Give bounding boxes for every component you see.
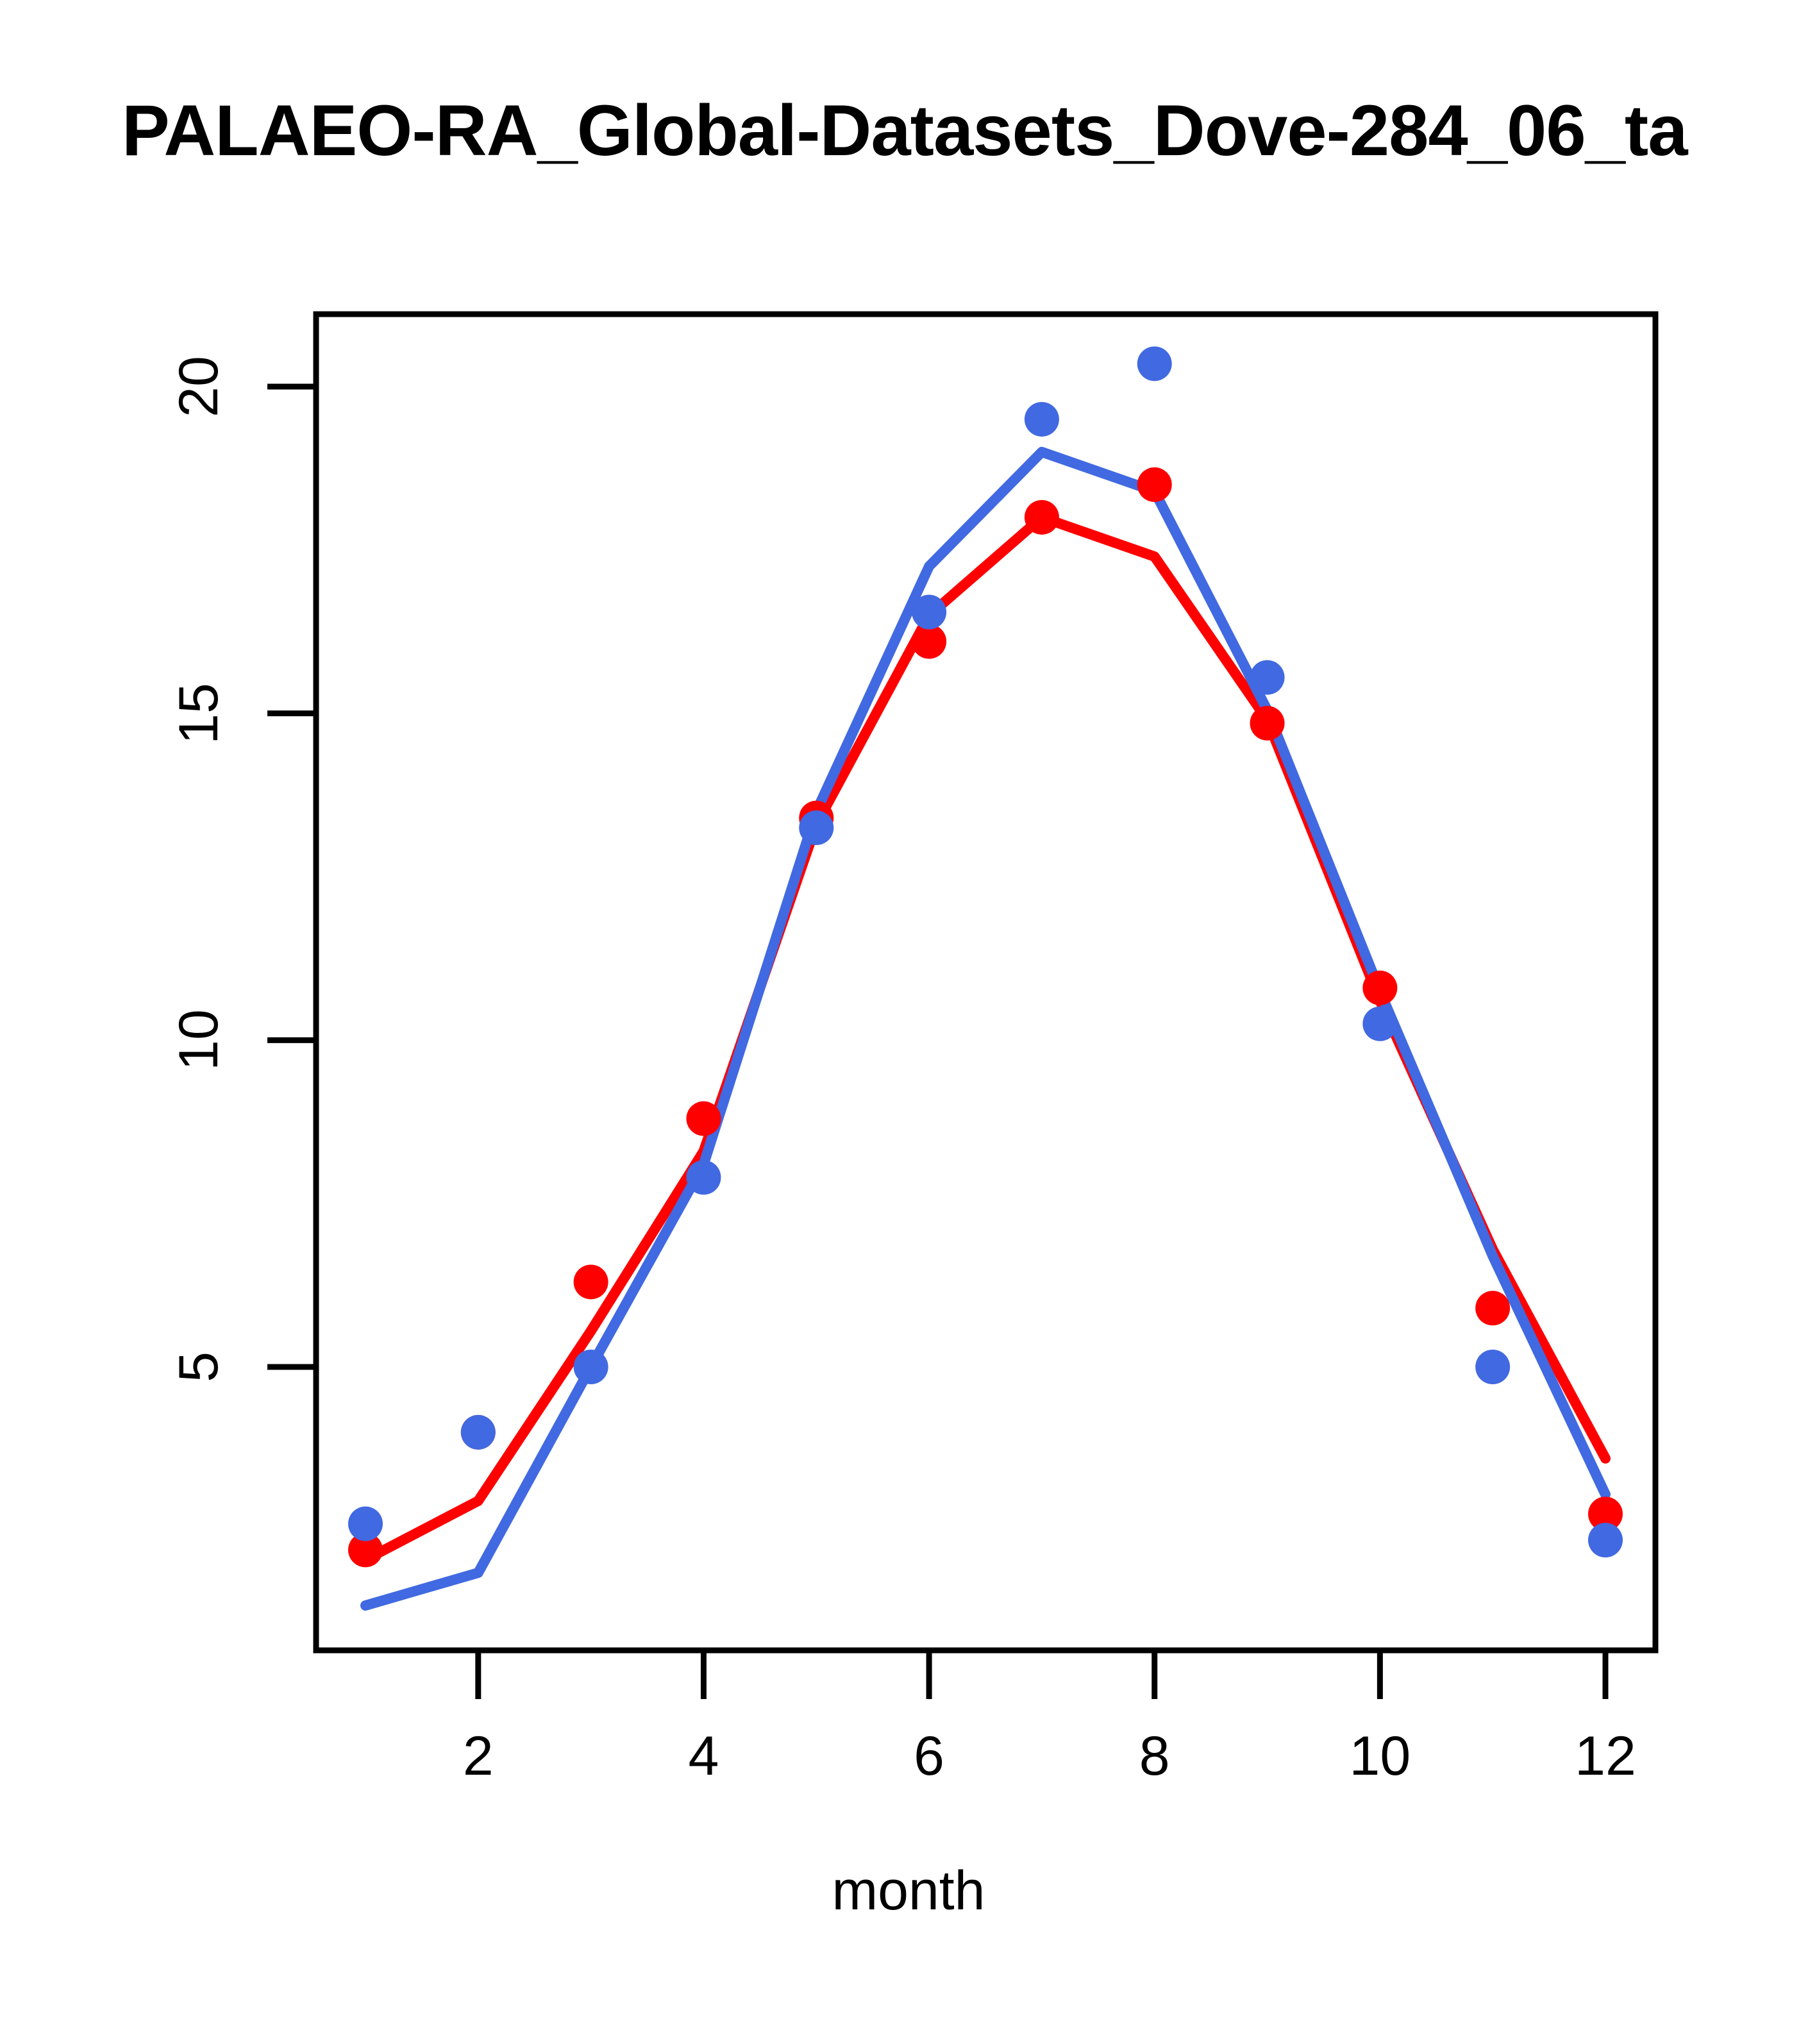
- x-tick-label: 12: [1575, 1725, 1636, 1787]
- data-point: [912, 594, 947, 630]
- data-point: [1475, 1350, 1511, 1384]
- x-tick-label: 6: [914, 1725, 944, 1787]
- data-point: [1588, 1496, 1623, 1532]
- data-point: [1250, 705, 1285, 741]
- data-point: [686, 1160, 721, 1195]
- data-point: [1588, 1523, 1623, 1558]
- data-point: [1137, 346, 1172, 381]
- x-tick-label: 10: [1349, 1725, 1411, 1787]
- x-tick-label: 4: [688, 1725, 719, 1787]
- data-point: [460, 1414, 496, 1450]
- data-point: [573, 1264, 608, 1300]
- x-axis-title: month: [832, 1860, 985, 1922]
- y-tick-label: 5: [168, 1352, 230, 1382]
- series-points-blue-points: [348, 346, 1623, 1558]
- y-tick-label: 20: [168, 356, 230, 417]
- series-line-red-line: [360, 512, 1611, 1565]
- data-point: [1137, 467, 1172, 502]
- series-layer: [348, 346, 1623, 1611]
- data-point: [1250, 660, 1285, 695]
- series-line-blue-line: [360, 446, 1611, 1611]
- data-point: [1024, 499, 1059, 535]
- data-point: [573, 1350, 608, 1384]
- data-point: [912, 624, 947, 659]
- y-tick-label: 15: [168, 682, 230, 744]
- data-point: [686, 1101, 721, 1136]
- x-tick-label: 8: [1139, 1725, 1170, 1787]
- x-tick-label: 2: [462, 1725, 494, 1787]
- x-tick-marks: [475, 1650, 1609, 1699]
- data-point: [799, 810, 834, 846]
- data-point: [1475, 1291, 1511, 1326]
- data-point: [348, 1506, 383, 1541]
- data-point: [1362, 1006, 1398, 1041]
- y-tick-marks: [267, 383, 316, 1370]
- data-point: [348, 1532, 383, 1568]
- y-tick-label: 10: [168, 1009, 230, 1071]
- page-title: PALAEO-RA_Global-Datasets_Dove-284_06_ta: [122, 90, 1687, 171]
- data-point: [1024, 401, 1059, 437]
- data-point: [1362, 970, 1398, 1005]
